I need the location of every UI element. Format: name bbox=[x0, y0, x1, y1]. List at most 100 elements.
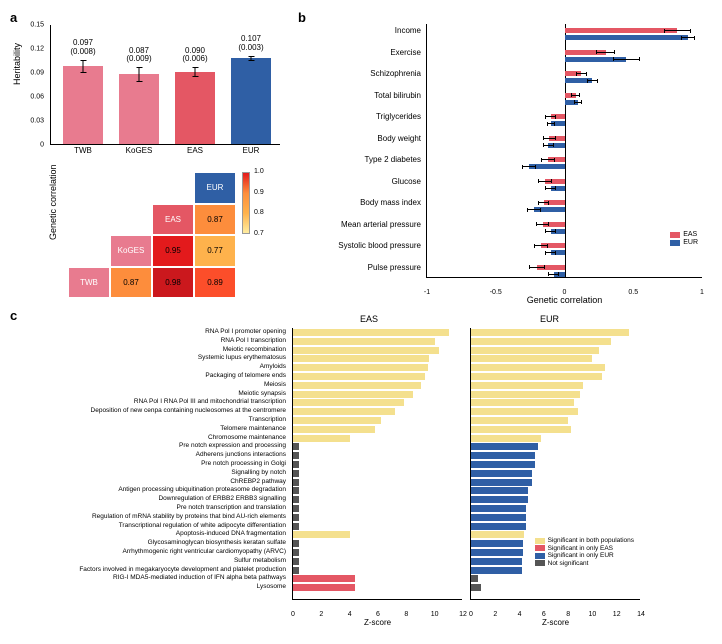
pc-bar bbox=[471, 329, 629, 336]
pc-label: Pre notch expression and processing bbox=[10, 442, 290, 451]
pc-bar bbox=[471, 443, 538, 450]
heatmap-cell: TWB bbox=[68, 267, 110, 299]
bar-TWB: TWB0.097(0.008) bbox=[63, 66, 103, 144]
pc-bar bbox=[293, 426, 375, 433]
pc-bar bbox=[293, 567, 299, 574]
pc-bar bbox=[293, 540, 299, 547]
bar-KoGES: KoGES0.087(0.009) bbox=[119, 74, 159, 144]
pc-bar bbox=[471, 479, 532, 486]
pc-label: Chromosome maintenance bbox=[10, 434, 290, 443]
panel-b-legend: EASEUR bbox=[670, 230, 698, 247]
heatmap-ylabel: Genetic correlation bbox=[48, 164, 58, 240]
pc-bar bbox=[471, 373, 602, 380]
heatmap-cell bbox=[68, 204, 110, 236]
pc-bar bbox=[293, 443, 299, 450]
pc-label: Systemic lupus erythematosus bbox=[10, 354, 290, 363]
pc-bar bbox=[293, 347, 439, 354]
pc-bar bbox=[293, 496, 299, 503]
panel-c-legend: Significant in both populationsSignifica… bbox=[533, 535, 636, 570]
pc-bar bbox=[471, 452, 535, 459]
pc-label: Amyloids bbox=[10, 363, 290, 372]
pc-bar bbox=[471, 435, 541, 442]
heatmap-cell bbox=[110, 204, 152, 236]
pc-bar bbox=[293, 408, 395, 415]
panel-a-label: a bbox=[10, 10, 17, 25]
pc-bar bbox=[471, 382, 583, 389]
colorbar bbox=[242, 172, 250, 234]
pc-bar bbox=[471, 461, 535, 468]
pc-bar bbox=[471, 496, 528, 503]
pc-label: Transcriptional regulation of white adip… bbox=[10, 522, 290, 531]
panel-c-eas-title: EAS bbox=[360, 314, 378, 324]
panel-c-eas-chart: Z-score 024681012 bbox=[292, 328, 462, 600]
panel-c-eur-title: EUR bbox=[540, 314, 559, 324]
pc-bar bbox=[293, 479, 299, 486]
pc-label: ChREBP2 pathway bbox=[10, 478, 290, 487]
pc-bar bbox=[293, 523, 299, 530]
pc-label: Meiotic recombination bbox=[10, 346, 290, 355]
panel-b-label: b bbox=[298, 10, 306, 25]
pc-bar bbox=[471, 531, 524, 538]
pc-bar bbox=[293, 355, 429, 362]
pb-bar-EAS bbox=[565, 28, 678, 33]
pc-bar bbox=[293, 487, 299, 494]
pc-bar bbox=[471, 417, 568, 424]
pc-label: Transcription bbox=[10, 416, 290, 425]
heatmap-cell bbox=[110, 172, 152, 204]
pc-bar bbox=[471, 558, 522, 565]
legend-item: Significant in only EAS bbox=[535, 545, 634, 552]
panel-a-bars: TWB0.097(0.008)KoGES0.087(0.009)EAS0.090… bbox=[50, 25, 280, 145]
panel-a: a Heritability 00.030.060.090.120.15 TWB… bbox=[10, 10, 290, 300]
pc-bar bbox=[471, 338, 611, 345]
pc-bar bbox=[471, 575, 478, 582]
pc-label: RNA Pol I RNA Pol III and mitochondrial … bbox=[10, 398, 290, 407]
pc-bar bbox=[293, 417, 381, 424]
pc-bar bbox=[471, 584, 481, 591]
pc-bar bbox=[293, 373, 425, 380]
panel-c-xlabel-eas: Z-score bbox=[364, 618, 391, 627]
panel-c: c RNA Pol I promoter openingRNA Pol I tr… bbox=[10, 308, 712, 628]
panel-c-eur-chart: Z-score 02468101214 Significant in both … bbox=[470, 328, 640, 600]
pc-label: Factors involved in megakaryocyte develo… bbox=[10, 566, 290, 575]
heatmap-cell bbox=[68, 172, 110, 204]
pc-bar bbox=[293, 391, 413, 398]
pc-label: Meiotic synapsis bbox=[10, 390, 290, 399]
heatmap-cell: 0.98 bbox=[152, 267, 194, 299]
legend-item: EAS bbox=[670, 231, 698, 238]
pc-bar bbox=[471, 549, 523, 556]
pc-bar bbox=[293, 461, 299, 468]
heatmap-cell: 0.87 bbox=[194, 204, 236, 236]
pc-label: Sulfur metabolism bbox=[10, 557, 290, 566]
panel-b-chart: Genetic correlation -1-0.500.51 EASEUR I… bbox=[426, 24, 702, 278]
pc-label: Telomere maintenance bbox=[10, 425, 290, 434]
bar-EUR: EUR0.107(0.003) bbox=[231, 58, 271, 144]
pc-label: Adherens junctions interactions bbox=[10, 451, 290, 460]
pc-bar bbox=[471, 408, 578, 415]
pc-label: Lysosome bbox=[10, 583, 290, 592]
legend-item: Not significant bbox=[535, 560, 634, 567]
heatmap-cell bbox=[152, 172, 194, 204]
heatmap: EUREAS0.87KoGES0.950.77TWB0.870.980.89 bbox=[68, 172, 236, 298]
pc-label: Packaging of telomere ends bbox=[10, 372, 290, 381]
pc-bar bbox=[471, 514, 526, 521]
heatmap-cell: 0.89 bbox=[194, 267, 236, 299]
pc-label: Deposition of new cenpa containing nucle… bbox=[10, 407, 290, 416]
pc-bar bbox=[293, 514, 299, 521]
panel-b: b Genetic correlation -1-0.500.51 EASEUR… bbox=[298, 10, 712, 300]
pc-bar bbox=[293, 329, 449, 336]
pc-bar bbox=[293, 584, 355, 591]
heatmap-cell: 0.95 bbox=[152, 235, 194, 267]
panel-c-xlabel-eur: Z-score bbox=[542, 618, 569, 627]
pc-bar bbox=[293, 452, 299, 459]
pc-label: RNA Pol I promoter opening bbox=[10, 328, 290, 337]
pc-bar bbox=[471, 426, 571, 433]
panel-a-yticks: 00.030.060.090.120.15 bbox=[10, 25, 48, 145]
pc-label: RNA Pol I transcription bbox=[10, 337, 290, 346]
heatmap-cell: EUR bbox=[194, 172, 236, 204]
pc-bar bbox=[471, 364, 605, 371]
heatmap-cell: EAS bbox=[152, 204, 194, 236]
pc-bar bbox=[471, 540, 523, 547]
panel-c-labels: RNA Pol I promoter openingRNA Pol I tran… bbox=[10, 328, 290, 592]
panel-c-label: c bbox=[10, 308, 17, 323]
pc-label: Pre notch processing in Golgi bbox=[10, 460, 290, 469]
